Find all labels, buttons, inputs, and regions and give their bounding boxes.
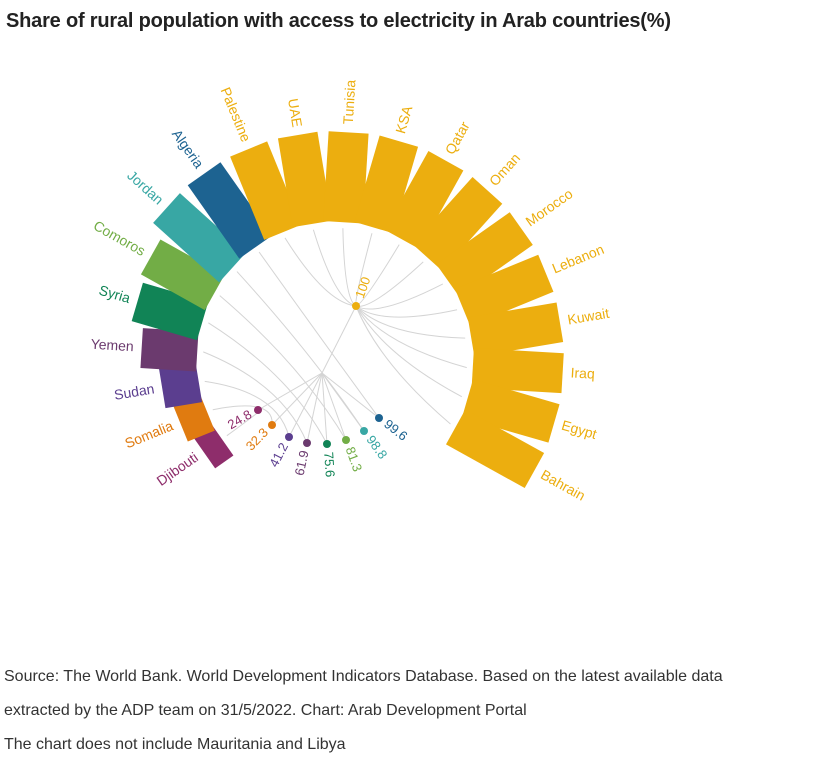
spoke-line	[321, 372, 328, 445]
spoke-line	[306, 372, 323, 444]
bar-tunisia	[323, 131, 369, 224]
value-node-61-9	[303, 439, 311, 447]
source-note-line-1: Source: The World Bank. World Developmen…	[4, 668, 723, 685]
spoke-line	[321, 305, 357, 374]
category-label-uae: UAE	[285, 97, 305, 128]
bar-kuwait	[467, 302, 564, 357]
category-label-qatar: Qatar	[442, 118, 473, 157]
category-label-ksa: KSA	[392, 103, 415, 135]
bar-qatar	[384, 151, 464, 250]
value-node-75-6	[323, 440, 331, 448]
bar-algeria	[187, 162, 273, 259]
bar-bahrain	[446, 409, 545, 489]
value-label-24-8: 24.8	[225, 407, 254, 433]
category-label-jordan: Jordan	[124, 167, 167, 208]
category-label-iraq: Iraq	[570, 364, 595, 381]
link-line-palestine	[284, 237, 357, 307]
value-label-100: 100	[352, 275, 374, 301]
spoke-line	[271, 372, 323, 426]
spoke-line	[321, 372, 380, 419]
value-node-24-8	[254, 406, 262, 414]
link-line-kuwait	[355, 305, 466, 339]
value-label-75-6: 75.6	[321, 451, 338, 477]
value-node-81-3	[342, 436, 350, 444]
spoke-line	[321, 372, 347, 441]
value-node-100	[352, 302, 360, 310]
value-label-32-3: 32.3	[243, 425, 271, 454]
link-line-bahrain	[355, 305, 451, 425]
bar-lebanon	[455, 254, 554, 326]
value-label-61-9: 61.9	[292, 449, 312, 477]
category-label-lebanon: Lebanon	[550, 241, 607, 277]
link-line-morocco	[355, 283, 444, 310]
bars	[131, 131, 564, 489]
category-label-morocco: Morocco	[522, 185, 575, 229]
value-label-98-8: 98.8	[363, 432, 390, 461]
category-label-palestine: Palestine	[218, 85, 255, 145]
value-label-41-2: 41.2	[266, 440, 291, 469]
link-line-egypt	[355, 305, 463, 398]
link-line-sudan	[204, 380, 290, 438]
bar-ksa	[354, 135, 419, 234]
link-line-jordan	[236, 271, 365, 432]
bar-morocco	[436, 212, 533, 297]
category-label-tunisia: Tunisia	[340, 79, 359, 125]
link-line-iraq	[355, 305, 467, 369]
bar-yemen	[140, 328, 199, 372]
category-label-syria: Syria	[97, 282, 132, 306]
value-nodes: 24.832.341.2 61.9 75.6 81.398.899.6 100	[225, 275, 411, 478]
category-label-somalia: Somalia	[122, 417, 175, 451]
bar-palestine	[230, 141, 302, 240]
value-label-99-6: 99.6	[381, 416, 410, 443]
bar-jordan	[153, 193, 246, 283]
chart-notes: Source: The World Bank. World Developmen…	[4, 660, 723, 762]
spoke-line	[257, 372, 323, 411]
category-label-bahrain: Bahrain	[538, 466, 588, 503]
value-node-41-2	[285, 433, 293, 441]
source-note-line-2: extracted by the ADP team on 31/5/2022. …	[4, 702, 527, 719]
category-label-oman: Oman	[486, 150, 523, 189]
category-label-djibouti: Djibouti	[154, 449, 201, 489]
category-label-sudan: Sudan	[113, 380, 156, 402]
category-label-kuwait: Kuwait	[566, 305, 610, 328]
link-line-syria	[208, 322, 328, 445]
spoke-line	[288, 372, 323, 438]
category-label-comoros: Comoros	[91, 217, 148, 259]
spoke-line	[321, 372, 365, 432]
link-line-algeria	[258, 251, 380, 419]
bar-sudan	[158, 362, 203, 409]
category-label-yemen: Yemen	[90, 336, 134, 355]
link-line-uae	[312, 229, 357, 307]
link-line-yemen	[203, 351, 308, 444]
category-label-egypt: Egypt	[560, 417, 599, 442]
value-node-98-8	[360, 427, 368, 435]
value-node-32-3	[268, 421, 276, 429]
bar-iraq	[471, 348, 564, 394]
bar-egypt	[461, 379, 560, 443]
bar-oman	[412, 177, 503, 271]
value-label-81-3: 81.3	[343, 445, 366, 474]
bar-somalia	[172, 393, 215, 442]
link-line-comoros	[219, 295, 347, 441]
chart-title: Share of rural population with access to…	[6, 10, 671, 32]
link-line-lebanon	[355, 305, 458, 318]
value-node-99-6	[375, 414, 383, 422]
exclusion-note: The chart does not include Mauritania an…	[4, 736, 346, 753]
category-label-algeria: Algeria	[169, 126, 207, 171]
bar-comoros	[140, 239, 225, 311]
bar-uae	[277, 131, 333, 228]
